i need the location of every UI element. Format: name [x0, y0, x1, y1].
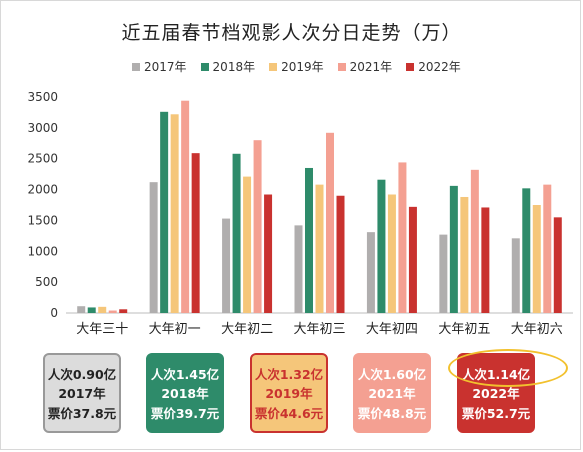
x-tick-label: 大年初六 — [511, 322, 563, 337]
legend-item: 2022年 — [406, 58, 461, 75]
bar — [243, 176, 252, 313]
bar — [222, 218, 231, 313]
legend-item: 2017年 — [132, 58, 187, 75]
legend-item: 2019年 — [269, 58, 324, 75]
card-line1: 人次0.90亿 — [47, 367, 117, 382]
card-year: 2021年 — [368, 386, 416, 402]
y-tick-label: 2000 — [27, 183, 58, 197]
bar — [253, 140, 262, 313]
bar — [232, 153, 241, 313]
legend-label: 2019年 — [281, 60, 324, 74]
bar — [408, 206, 417, 313]
bar — [377, 179, 386, 313]
bar — [543, 184, 552, 313]
summary-card: 人次1.45亿 2018年票价39.7元 — [146, 353, 224, 433]
legend-swatch — [200, 62, 209, 71]
card-line1: 人次1.32亿 — [254, 367, 324, 382]
bar — [77, 306, 86, 313]
card-line3: 票价48.8元 — [357, 405, 427, 421]
bar — [160, 111, 169, 313]
legend-label: 2022年 — [418, 60, 461, 74]
bar — [470, 169, 479, 313]
bar — [366, 232, 375, 313]
bar — [387, 194, 396, 313]
legend-item: 2021年 — [337, 58, 393, 75]
bar — [181, 100, 190, 314]
card-line1: 人次1.60亿 — [357, 367, 427, 382]
y-tick-label: 0 — [50, 306, 58, 320]
legend-label: 2021年 — [349, 60, 393, 74]
bar — [264, 194, 273, 313]
chart-legend: 2017年 2018年 2019年 2021年 2022年 — [132, 58, 461, 75]
y-tick-label: 1000 — [27, 244, 58, 258]
bar — [98, 306, 107, 313]
y-tick-label: 500 — [35, 275, 58, 289]
highlight-ellipse — [448, 349, 568, 387]
bar — [315, 184, 324, 313]
legend-swatch — [337, 62, 346, 71]
chart-title: 近五届春节档观影人次分日走势（万） — [121, 22, 462, 44]
x-tick-label: 大年初四 — [366, 322, 418, 337]
x-tick-label: 大年初二 — [221, 322, 273, 337]
bar — [398, 162, 407, 313]
x-tick-label: 大年初三 — [293, 322, 345, 337]
card-year: 2017年 — [58, 386, 106, 402]
bar — [511, 238, 520, 313]
bar — [522, 188, 531, 313]
bar — [439, 234, 448, 313]
legend-item: 2018年 — [200, 58, 256, 75]
legend-label: 2018年 — [212, 60, 256, 74]
bar — [449, 185, 458, 313]
card-line3: 票价52.7元 — [461, 405, 531, 421]
legend-swatch — [269, 62, 278, 71]
summary-cards: 人次0.90亿 2017年 票价37.8元 人次1.45亿 2018年 票价39.7元 人次… — [0, 353, 583, 443]
bar — [108, 310, 117, 313]
bar — [87, 307, 96, 313]
legend-label: 2017年 — [144, 60, 187, 74]
x-tick-label: 大年三十 — [76, 322, 128, 337]
bar — [460, 196, 469, 313]
bar — [149, 182, 158, 313]
bar — [119, 309, 128, 313]
card-year: 2019年 — [265, 386, 313, 402]
y-tick-label: 3000 — [27, 121, 58, 135]
bar — [336, 195, 345, 313]
bar — [305, 167, 313, 313]
card-year: 2022年 — [472, 386, 520, 402]
summary-card: 人次1.60亿 2021年票价48.8元 — [353, 353, 431, 433]
x-tick-label: 大年初一 — [149, 322, 201, 337]
summary-card: 人次1.32亿 2019年票价44.6元 — [250, 353, 328, 433]
y-tick-label: 3500 — [27, 90, 58, 104]
bar — [170, 114, 179, 313]
bar — [191, 153, 200, 313]
card-line3: 票价37.8元 — [47, 405, 117, 421]
bar — [481, 207, 490, 313]
bar — [532, 205, 541, 313]
card-year: 2018年 — [161, 386, 209, 402]
card-line3: 票价39.7元 — [150, 405, 220, 421]
card-line3: 票价44.6元 — [254, 405, 324, 421]
bar — [326, 132, 334, 313]
y-tick-label: 2500 — [27, 152, 58, 166]
bar — [294, 225, 303, 313]
legend-swatch — [406, 62, 415, 71]
bar-chart: 0 500 1000 1500 2000 2500 3000 3500 大年三十 大年初一 大年初二… — [27, 90, 573, 337]
x-tick-label: 大年初五 — [438, 322, 490, 337]
legend-swatch — [132, 62, 140, 71]
bar — [553, 217, 562, 313]
summary-card: 人次0.90亿 2017年票价37.8元 — [43, 353, 121, 433]
y-tick-label: 1500 — [27, 213, 58, 227]
card-line1: 人次1.45亿 — [150, 367, 220, 382]
